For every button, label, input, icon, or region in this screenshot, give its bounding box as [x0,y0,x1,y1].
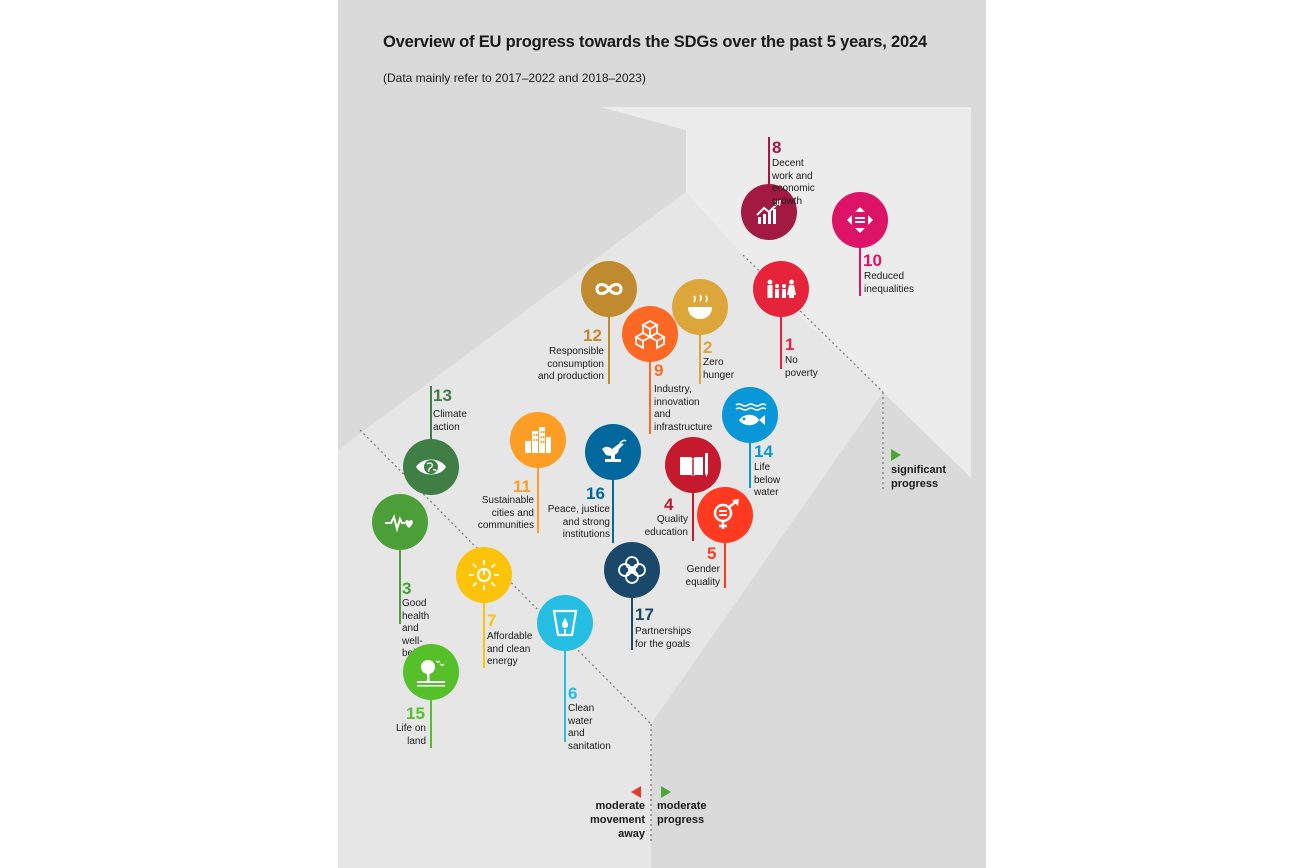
goal-number: 7 [487,611,497,630]
away-arrow-icon [631,786,641,798]
significant-progress-label: significant progress [891,464,947,490]
goal-number: 13 [433,386,452,405]
goal-number: 15 [406,704,425,723]
cubes-icon [622,306,678,362]
goal-stem [430,386,432,440]
goal-number: 5 [707,544,717,563]
water-glass-icon [537,595,593,651]
tree-icon [403,644,459,700]
goal-stem [430,699,432,748]
goal-stem [564,650,566,742]
goal-stem [749,442,751,488]
goal-label: Life on land [395,723,426,747]
progress-arrow-icon [891,449,901,461]
goal-label: Quality education [644,514,688,538]
goal-label: Peace, justice and strong institutions [547,504,610,540]
goal-stem [608,316,610,384]
goal-label: Climate action [433,409,467,433]
goal-stem [780,316,782,369]
goal-number: 3 [402,579,412,598]
goal-stem [692,492,694,541]
book-pencil-icon [665,437,721,493]
family-icon [753,261,809,317]
goal-label: Decent work and economic growth [772,158,815,207]
sun-power-icon [456,547,512,603]
goal-number: 14 [754,442,773,461]
dove-gavel-icon [585,424,641,480]
moderate-movement-away-label: moderate movement away [589,800,645,840]
equality-arrows-icon [832,192,888,248]
goal-label: Clean water and sanitation [568,703,611,752]
progress-arrow-background [338,107,971,868]
goal-number: 8 [772,138,782,157]
goal-label: Responsible consumption and production [537,346,604,382]
goal-label: Zero hunger [703,357,735,381]
goal-label: Life below water [754,462,781,498]
goal-stem [724,542,726,588]
progress-arrow-icon [661,786,671,798]
goal-stem [399,549,401,624]
goal-stem [768,137,770,185]
city-icon [510,412,566,468]
infinity-icon [581,261,637,317]
goal-stem [537,467,539,533]
goal-label: Partnerships for the goals [635,626,692,650]
goal-stem [483,602,485,668]
goal-label: Affordable and clean energy [487,631,533,667]
moderate-progress-label: moderate progress [657,800,707,826]
goal-number: 10 [863,251,882,270]
growth-chart-icon [741,184,797,240]
goal-number: 2 [703,338,713,357]
heartbeat-icon [372,494,428,550]
goal-stem [631,597,633,650]
goal-stem [859,247,861,296]
goal-number: 6 [568,684,578,703]
page-title: Overview of EU progress towards the SDGs… [383,33,927,51]
goal-label: Industry, innovation and infrastructure [654,384,713,433]
goal-stem [612,479,614,543]
bowl-icon [672,279,728,335]
goal-number: 1 [785,335,795,354]
goal-number: 11 [513,477,531,496]
goal-label: Reduced inequalities [864,271,915,295]
goal-number: 12 [583,326,602,345]
goal-number: 16 [586,484,605,503]
goal-stem [649,361,651,434]
goal-number: 9 [654,361,664,380]
fish-icon [722,387,778,443]
rings-icon [604,542,660,598]
infographic-panel: Overview of EU progress towards the SDGs… [338,0,986,868]
goal-label: Gender equality [685,564,720,588]
goal-number: 17 [635,605,654,624]
goal-number: 4 [664,495,674,514]
eye-globe-icon [403,439,459,495]
page-subtitle: (Data mainly refer to 2017–2022 and 2018… [383,71,646,85]
goal-stem [699,334,701,384]
gender-icon [697,487,753,543]
goal-label: No poverty [785,355,818,379]
goal-label: Sustainable cities and communities [477,495,534,531]
